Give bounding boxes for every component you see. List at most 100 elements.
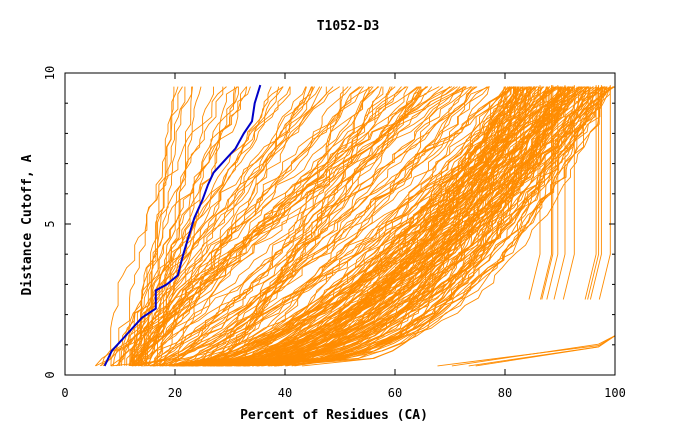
model-curve-236 xyxy=(195,86,603,367)
x-tick-label-5: 100 xyxy=(604,386,626,400)
model-curve-12 xyxy=(168,86,408,367)
model-curve-212 xyxy=(165,86,560,367)
model-curve-99 xyxy=(206,86,349,367)
model-curve-231 xyxy=(269,86,578,367)
model-curve-189 xyxy=(242,86,567,367)
model-curve-28 xyxy=(156,86,193,366)
model-curve-49 xyxy=(158,86,418,367)
model-curve-207 xyxy=(209,86,592,367)
x-axis: 0 20 40 60 80 100 xyxy=(61,73,626,400)
model-curve-239 xyxy=(261,86,531,367)
model-curve-44 xyxy=(128,86,307,367)
model-curve-43 xyxy=(129,86,272,367)
model-curve-18 xyxy=(132,86,314,366)
model-curve-91 xyxy=(159,86,490,367)
model-curve-223 xyxy=(152,86,562,367)
model-curve-100 xyxy=(139,86,360,367)
model-curve-96 xyxy=(222,86,461,366)
model-curve-237 xyxy=(216,86,604,367)
model-curve-22 xyxy=(134,86,186,366)
curves-layer xyxy=(94,84,616,367)
model-curve-97 xyxy=(228,86,420,367)
model-curve-41 xyxy=(131,86,455,366)
model-curve-243 xyxy=(546,85,559,300)
x-tick-label-3: 60 xyxy=(388,386,402,400)
model-curve-53 xyxy=(129,86,453,367)
model-curve-241 xyxy=(587,85,600,300)
model-curve-19 xyxy=(101,86,340,367)
y-axis-label: Distance Cutoff, A xyxy=(20,154,35,295)
model-curve-141 xyxy=(217,86,562,367)
model-curve-240 xyxy=(528,85,541,300)
model-curve-252 xyxy=(468,335,616,367)
model-curve-233 xyxy=(173,86,510,367)
model-curve-217 xyxy=(192,86,590,367)
model-curve-151 xyxy=(221,86,574,367)
model-curve-4 xyxy=(115,86,236,367)
model-curve-47 xyxy=(117,86,362,367)
model-curve-242 xyxy=(562,85,575,300)
model-curve-222 xyxy=(274,86,523,367)
model-curve-33 xyxy=(134,86,313,367)
model-curve-249 xyxy=(541,85,554,300)
model-curve-234 xyxy=(181,86,614,367)
model-curve-248 xyxy=(540,85,552,300)
model-curve-245 xyxy=(584,85,597,300)
model-curve-67 xyxy=(152,86,514,367)
model-curve-246 xyxy=(553,85,566,300)
model-curve-92 xyxy=(208,86,451,367)
x-tick-label-0: 0 xyxy=(61,386,68,400)
model-curve-253 xyxy=(437,335,616,367)
x-axis-label: Percent of Residues (CA) xyxy=(240,408,428,423)
model-curve-80 xyxy=(240,86,509,367)
model-curve-235 xyxy=(191,86,531,367)
model-curve-73 xyxy=(138,86,370,367)
model-curve-216 xyxy=(251,86,523,367)
model-curve-214 xyxy=(202,86,548,367)
model-curve-88 xyxy=(159,86,505,367)
model-curve-232 xyxy=(172,86,557,367)
model-curve-66 xyxy=(200,86,384,367)
model-curve-27 xyxy=(129,86,373,367)
x-tick-label-4: 80 xyxy=(498,386,512,400)
chart-title: T1052-D3 xyxy=(317,19,380,34)
model-curve-16 xyxy=(118,86,334,367)
model-curve-42 xyxy=(132,86,323,367)
model-curve-101 xyxy=(215,86,409,367)
model-curve-46 xyxy=(134,86,284,366)
model-curve-209 xyxy=(171,86,606,367)
model-curve-247 xyxy=(589,85,602,300)
y-tick-label-2: 10 xyxy=(43,66,57,80)
model-curve-64 xyxy=(163,86,379,366)
model-curve-102 xyxy=(149,86,473,367)
model-curve-244 xyxy=(598,85,611,300)
model-curve-57 xyxy=(187,86,530,367)
model-curve-137 xyxy=(291,86,603,367)
model-curve-71 xyxy=(183,86,573,367)
model-curve-219 xyxy=(237,86,587,367)
model-curve-72 xyxy=(179,86,382,367)
model-curve-192 xyxy=(213,86,580,367)
y-axis: 0 5 10 xyxy=(43,66,615,379)
model-curve-229 xyxy=(168,86,611,367)
model-curve-188 xyxy=(141,86,586,367)
model-curve-1 xyxy=(119,86,224,366)
model-curve-85 xyxy=(183,86,488,367)
model-curve-90 xyxy=(132,86,478,367)
y-tick-label-1: 5 xyxy=(43,220,57,227)
model-curve-109 xyxy=(166,86,421,367)
model-curve-39 xyxy=(94,86,444,367)
highlighted-curve xyxy=(103,84,262,367)
model-curve-200 xyxy=(177,86,547,367)
model-curve-238 xyxy=(247,86,557,367)
model-curve-50 xyxy=(133,86,239,366)
model-curve-106 xyxy=(171,86,516,367)
model-curve-54 xyxy=(129,86,284,366)
model-curve-84 xyxy=(141,86,490,367)
model-curve-230 xyxy=(262,86,563,367)
x-tick-label-2: 40 xyxy=(278,386,292,400)
x-tick-label-1: 20 xyxy=(168,386,182,400)
model-curve-196 xyxy=(168,86,558,367)
y-tick-label-0: 0 xyxy=(43,371,57,378)
